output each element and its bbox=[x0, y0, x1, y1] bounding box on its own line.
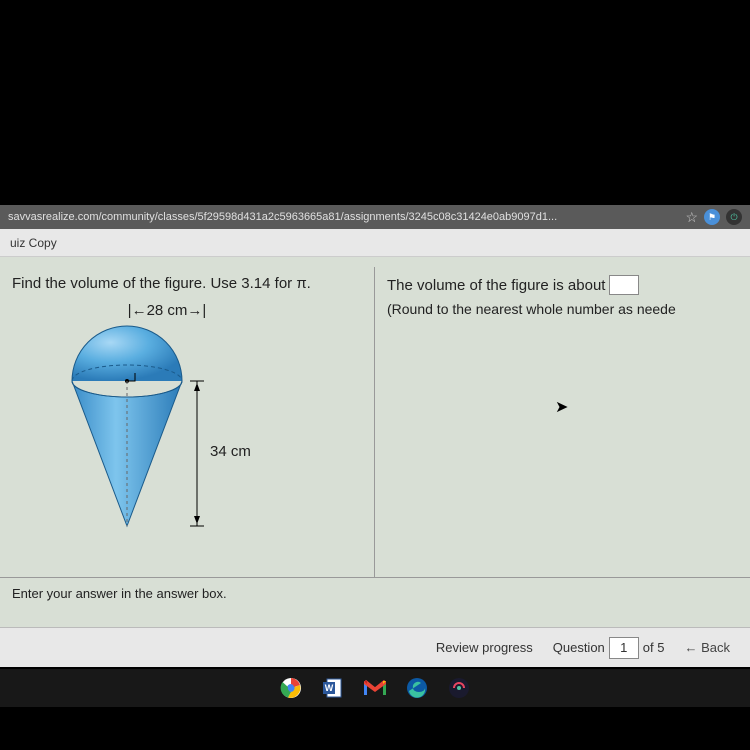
photo-black-bottom bbox=[0, 707, 750, 750]
question-number-box: 1 bbox=[609, 637, 639, 659]
question-grid: Find the volume of the figure. Use 3.14 … bbox=[0, 267, 750, 577]
content-area: Find the volume of the figure. Use 3.14 … bbox=[0, 257, 750, 627]
power-icon[interactable]: ⏻ bbox=[726, 209, 742, 225]
chrome-icon[interactable] bbox=[279, 676, 303, 700]
question-counter: Question 1 of 5 bbox=[553, 637, 665, 659]
edge-icon[interactable] bbox=[405, 676, 429, 700]
helper-text: Enter your answer in the answer box. bbox=[0, 577, 750, 609]
diameter-label: |←28 cm→| bbox=[0, 302, 362, 319]
answer-line: The volume of the figure is about bbox=[387, 275, 738, 295]
tab-title: uiz Copy bbox=[10, 236, 57, 250]
page-tab-bar: uiz Copy bbox=[0, 229, 750, 257]
question-label: Question bbox=[553, 640, 605, 655]
svg-text:W: W bbox=[325, 683, 334, 693]
bookmark-star-icon[interactable]: ☆ bbox=[685, 209, 698, 226]
question-prompt: Find the volume of the figure. Use 3.14 … bbox=[12, 275, 362, 292]
answer-input[interactable] bbox=[609, 275, 639, 295]
round-instruction: (Round to the nearest whole number as ne… bbox=[387, 301, 738, 317]
back-button[interactable]: ← Back bbox=[684, 640, 730, 655]
gmail-icon[interactable] bbox=[363, 676, 387, 700]
taskbar: W bbox=[0, 667, 750, 707]
question-total: of 5 bbox=[643, 640, 665, 655]
review-progress-link[interactable]: Review progress bbox=[436, 640, 533, 655]
cone-hemisphere-figure: 34 cm bbox=[32, 321, 292, 551]
extension-icon[interactable]: ⚑ bbox=[704, 209, 720, 225]
browser-icons: ☆ ⚑ ⏻ bbox=[685, 209, 742, 226]
figure-container: 34 cm bbox=[32, 321, 292, 551]
height-label-text: 34 cm bbox=[210, 443, 251, 460]
left-panel: Find the volume of the figure. Use 3.14 … bbox=[0, 267, 375, 577]
app-icon[interactable] bbox=[447, 676, 471, 700]
url-text: savvasrealize.com/community/classes/5f29… bbox=[8, 211, 677, 223]
footer-bar: Review progress Question 1 of 5 ← Back bbox=[0, 627, 750, 667]
photo-black-top bbox=[0, 0, 750, 205]
word-icon[interactable]: W bbox=[321, 676, 345, 700]
browser-address-bar: savvasrealize.com/community/classes/5f29… bbox=[0, 205, 750, 229]
answer-prefix: The volume of the figure is about bbox=[387, 277, 605, 294]
mouse-cursor-icon: ➤ bbox=[555, 397, 568, 417]
right-panel: The volume of the figure is about (Round… bbox=[375, 267, 750, 577]
